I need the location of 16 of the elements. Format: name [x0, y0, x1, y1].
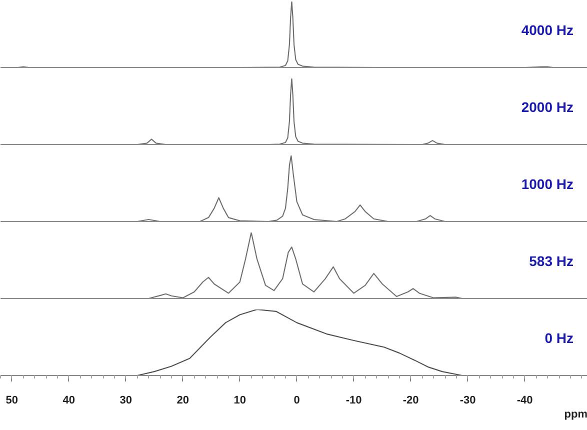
- text: 583 Hz: [529, 252, 574, 269]
- text: 2000 Hz: [521, 98, 574, 115]
- x-tick-label: -30: [460, 394, 476, 406]
- text: 1000 Hz: [521, 176, 574, 192]
- x-tick-label: 30: [120, 394, 132, 406]
- x-tick-label: 40: [62, 394, 76, 406]
- text: 0 Hz: [544, 330, 574, 346]
- x-tick-label: 0: [294, 394, 300, 406]
- text: 4000 Hz: [521, 22, 574, 38]
- x-tick-label: -40: [516, 394, 533, 406]
- x-axis-title: ppm: [564, 408, 587, 420]
- x-tick-label: -20: [402, 394, 419, 406]
- x-tick-label: -10: [346, 394, 362, 406]
- x-tick-label: 50: [6, 394, 18, 406]
- x-tick-label: 20: [176, 394, 189, 406]
- x-tick-label: 10: [234, 394, 246, 406]
